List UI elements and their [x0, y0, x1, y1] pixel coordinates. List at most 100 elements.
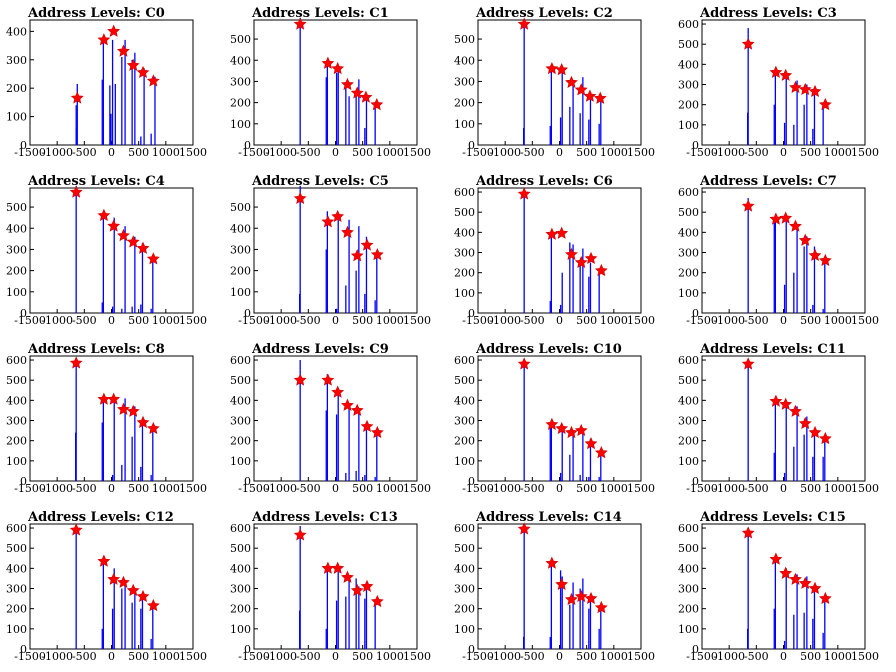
chart-title: Address Levels: C15 [700, 510, 846, 525]
x-tick-label: -1500 [462, 314, 494, 327]
x-tick-label: 500 [352, 482, 373, 495]
y-tick-label: 100 [6, 455, 27, 468]
y-tick-label: 200 [678, 435, 699, 448]
y-tick-label: 400 [678, 394, 699, 407]
x-tick-label: 500 [128, 314, 149, 327]
chart-title: Address Levels: C0 [28, 6, 165, 21]
x-tick-label: 1000 [152, 482, 180, 495]
y-tick-label: 300 [678, 415, 699, 428]
x-tick-label: 0 [332, 314, 339, 327]
y-tick-label: 0 [468, 307, 475, 320]
peak-marker [331, 61, 345, 75]
y-tick-label: 200 [230, 265, 251, 278]
y-tick-label: 200 [6, 603, 27, 616]
peak-marker [146, 74, 160, 87]
x-tick-label: -1500 [238, 482, 270, 495]
x-tick-label: 1000 [600, 146, 628, 159]
y-tick-label: 400 [454, 394, 475, 407]
peak-marker [126, 404, 140, 417]
x-tick-label: 1500 [179, 314, 207, 327]
x-tick-label: 1000 [376, 482, 404, 495]
chart-panel: Address Levels: C7 0 100 200 300 400 500 600 -15… [672, 168, 896, 336]
peak-marker [136, 65, 150, 79]
y-tick-label: 0 [468, 475, 475, 488]
chart-title: Address Levels: C11 [700, 342, 846, 357]
chart-title: Address Levels: C14 [476, 510, 622, 525]
y-tick-label: 400 [6, 394, 27, 407]
peak-marker [117, 44, 130, 57]
chart-panel: Address Levels: C15 0 100 200 300 400 500 600 -1… [672, 504, 896, 672]
peak-marker [97, 208, 111, 222]
peak-marker [565, 425, 578, 439]
x-tick-label: 500 [128, 650, 149, 663]
x-tick-label: 1500 [851, 146, 879, 159]
x-tick-label: 1500 [403, 650, 431, 663]
peak-marker [69, 523, 83, 536]
chart-panel: Address Levels: C12 0 100 200 300 400 500 600 -1… [0, 504, 224, 672]
plot-frame [477, 19, 642, 146]
y-tick-label: 100 [6, 286, 27, 299]
peak-marker [818, 253, 832, 267]
plot-frame [701, 523, 866, 650]
x-tick-label: 0 [780, 650, 787, 663]
y-tick-label: 0 [20, 307, 27, 320]
peak-marker [97, 554, 111, 567]
x-tick-label: -500 [72, 482, 97, 495]
y-tick-label: 200 [454, 267, 475, 280]
peak-marker [517, 357, 531, 370]
y-tick-label: 100 [678, 455, 699, 468]
y-tick-label: 100 [678, 119, 699, 132]
x-tick-label: 1000 [376, 314, 404, 327]
x-tick-label: 1500 [851, 650, 879, 663]
peak-marker [117, 402, 130, 415]
chart-panel: Address Levels: C3 0 100 200 300 400 500 600 -15… [672, 0, 896, 168]
chart-panel: Address Levels: C5 0 100 200 300 400 500 -1500-… [224, 168, 448, 336]
peak-marker [370, 98, 384, 111]
peak-marker [593, 91, 607, 104]
y-tick-label: 500 [6, 201, 27, 214]
peak-marker [741, 357, 755, 370]
chart-title: Address Levels: C6 [476, 174, 613, 189]
peak-marker [818, 591, 832, 605]
chart-title: Address Levels: C12 [28, 510, 174, 525]
x-tick-label: -1000 [713, 314, 745, 327]
chart-title: Address Levels: C5 [252, 174, 389, 189]
peak-marker [107, 572, 121, 585]
y-tick-label: 200 [6, 435, 27, 448]
x-tick-label: 500 [800, 482, 821, 495]
y-tick-label: 200 [454, 603, 475, 616]
y-tick-label: 0 [244, 475, 251, 488]
y-tick-label: 200 [230, 97, 251, 110]
x-tick-label: -500 [72, 146, 97, 159]
peak-marker [769, 394, 783, 407]
y-tick-label: 300 [454, 75, 475, 88]
x-tick-label: 500 [352, 650, 373, 663]
y-tick-label: 0 [692, 643, 699, 656]
chart-svg: 0 100 200 300 400 -1500-1000-500 0 500 1000 1500 [6, 19, 207, 159]
y-tick-label: 200 [454, 435, 475, 448]
y-tick-label: 300 [230, 243, 251, 256]
peak-marker [293, 17, 307, 30]
x-tick-label: -1500 [238, 146, 270, 159]
y-tick-label: 400 [6, 222, 27, 235]
peak-marker [545, 417, 559, 431]
x-tick-label: 0 [108, 314, 115, 327]
x-tick-label: 0 [780, 482, 787, 495]
x-tick-label: 0 [556, 146, 563, 159]
x-tick-label: 1500 [627, 650, 655, 663]
peak-marker [517, 17, 531, 30]
plot-frame [477, 187, 642, 314]
peak-marker [808, 425, 822, 439]
peak-marker [69, 185, 83, 198]
x-tick-label: -1500 [14, 482, 46, 495]
peak-marker [321, 215, 335, 228]
x-tick-label: -1000 [265, 482, 297, 495]
x-tick-label: -1000 [41, 482, 73, 495]
peak-marker [545, 556, 559, 569]
plot-frame [477, 355, 642, 482]
peak-marker [117, 228, 130, 242]
